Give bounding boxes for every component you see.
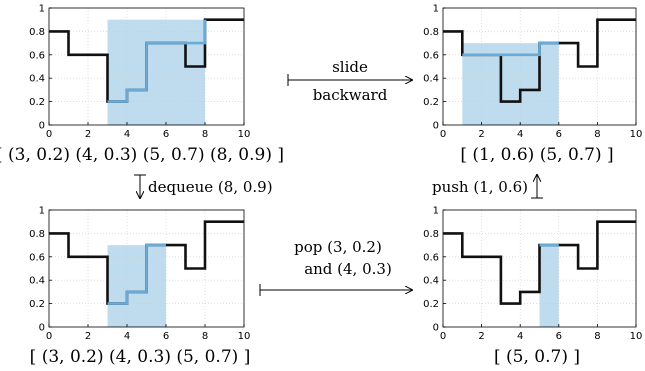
y-tick-label: 0.8 (29, 229, 45, 240)
x-tick-label: 0 (46, 331, 52, 342)
x-tick-label: 0 (440, 129, 446, 140)
panel-caption: [ (5, 0.7) ] (494, 347, 580, 367)
envelope-line (107, 19, 207, 103)
envelope-line (107, 243, 166, 305)
x-tick-label: 8 (202, 129, 208, 140)
y-tick-label: 0.6 (423, 50, 439, 61)
axes-frame (48, 7, 245, 126)
y-tick-label: 0.4 (29, 276, 45, 287)
y-tick-label: 1 (39, 206, 45, 217)
x-tick-label: 2 (478, 129, 484, 140)
y-tick-label: 0.2 (423, 299, 439, 310)
dequeue-label: dequeue (8, 0.9) (148, 178, 273, 196)
y-tick-label: 0.4 (423, 74, 439, 85)
y-tick-label: 0.2 (29, 97, 45, 108)
x-tick-label: 8 (594, 129, 600, 140)
x-tick-label: 4 (517, 331, 523, 342)
and-label: and (4, 0.3) (304, 260, 392, 278)
pop-arrow: pop (3, 0.2) and (4, 0.3) (259, 238, 412, 296)
push-arrow: push (1, 0.6) (432, 175, 543, 199)
y-tick-label: 0.8 (423, 27, 439, 38)
y-tick-label: 1 (433, 4, 439, 15)
x-tick-label: 10 (630, 331, 643, 342)
x-tick-label: 0 (440, 331, 446, 342)
y-tick-label: 1 (433, 206, 439, 217)
slide-backward-arrow: slide backward (287, 58, 412, 104)
slide-label: slide (332, 58, 368, 76)
push-label: push (1, 0.6) (432, 178, 528, 196)
pop-label: pop (3, 0.2) (294, 238, 382, 256)
panel-caption: [ (1, 0.6) (5, 0.7) ] (460, 145, 613, 165)
x-tick-label: 8 (594, 331, 600, 342)
window-shade (462, 43, 559, 125)
x-tick-label: 2 (478, 331, 484, 342)
backward-label: backward (313, 86, 388, 104)
y-tick-label: 0.4 (29, 74, 45, 85)
panel-top-right: 0 2 4 6 8 10 0 0.2 0.4 0.6 0.8 1 [ (1, 0.6) (5, 0.7)… (423, 4, 642, 166)
y-tick-label: 0.4 (423, 276, 439, 287)
axes-frame (442, 209, 637, 328)
x-tick-label: 4 (124, 331, 130, 342)
series-line (443, 220, 636, 305)
dequeue-arrow: dequeue (8, 0.9) (134, 174, 273, 198)
panel-top-left: 0 2 4 6 8 10 0 0.2 0.4 0.6 0.8 1 [ (3, 0.2) (4, 0.3)… (0, 4, 284, 166)
y-tick-label: 0 (433, 323, 439, 334)
y-tick-label: 0 (39, 323, 45, 334)
x-tick-label: 10 (630, 129, 643, 140)
panel-bottom-left: 0 2 4 6 8 10 0 0.2 0.4 0.6 0.8 1 [ (3, 0.2) (4, 0.3)… (29, 206, 250, 368)
envelope-line (462, 41, 559, 57)
y-tick-label: 0 (39, 121, 45, 132)
x-tick-label: 0 (46, 129, 52, 140)
x-tick-label: 6 (556, 331, 562, 342)
x-tick-label: 6 (163, 331, 169, 342)
y-tick-label: 0.6 (29, 252, 45, 263)
x-tick-label: 4 (517, 129, 523, 140)
x-tick-label: 2 (85, 129, 91, 140)
x-tick-label: 10 (238, 331, 251, 342)
x-tick-label: 6 (556, 129, 562, 140)
y-tick-label: 0.8 (29, 27, 45, 38)
y-tick-label: 0.6 (423, 252, 439, 263)
window-shade (107, 245, 166, 327)
y-tick-label: 0.8 (423, 229, 439, 240)
panel-caption: [ (3, 0.2) (4, 0.3) (5, 0.7) (8, 0.9) ] (0, 145, 284, 165)
y-tick-label: 0.6 (29, 50, 45, 61)
window-shade (107, 19, 205, 126)
axes-frame (442, 7, 637, 126)
y-tick-label: 0.2 (29, 299, 45, 310)
y-tick-label: 0 (433, 121, 439, 132)
y-tick-label: 0.2 (423, 97, 439, 108)
window-shade (539, 245, 559, 327)
x-tick-label: 4 (124, 129, 130, 140)
x-tick-label: 10 (238, 129, 251, 140)
panel-caption: [ (3, 0.2) (4, 0.3) (5, 0.7) ] (30, 347, 251, 367)
panel-bottom-right: 0 2 4 6 8 10 0 0.2 0.4 0.6 0.8 1 [ (5, 0.7) ] (423, 206, 642, 368)
axes-frame (48, 209, 245, 328)
x-tick-label: 2 (85, 331, 91, 342)
x-tick-label: 8 (202, 331, 208, 342)
x-tick-label: 6 (163, 129, 169, 140)
y-tick-label: 1 (39, 4, 45, 15)
